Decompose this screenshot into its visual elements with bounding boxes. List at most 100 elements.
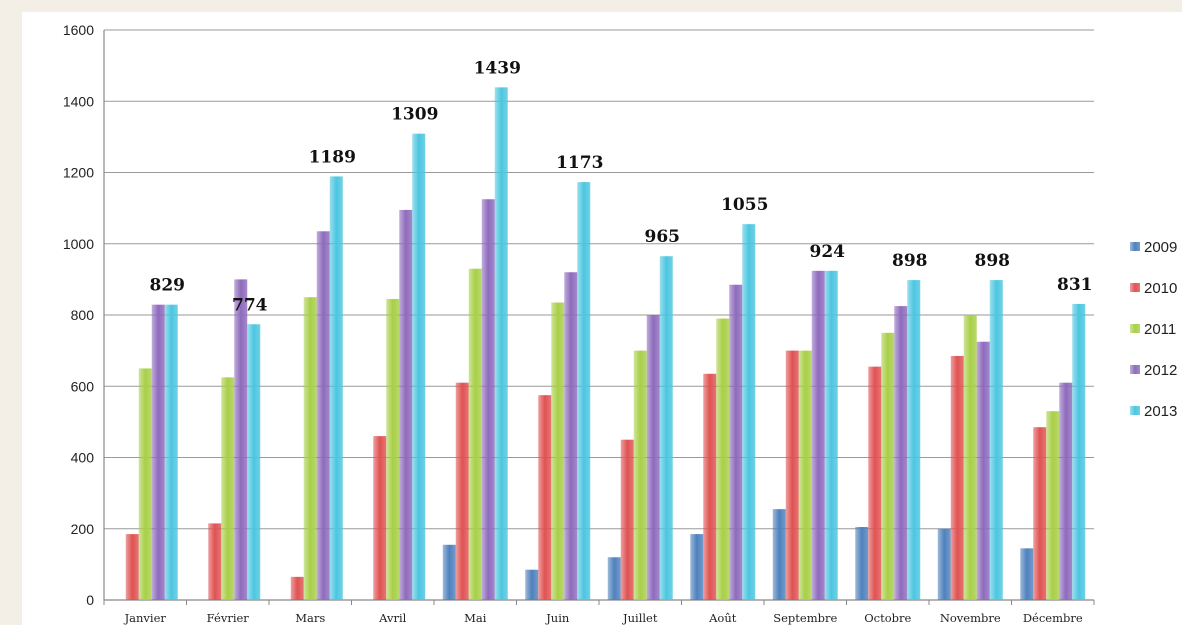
bar-2010-janvier <box>125 534 139 600</box>
bar-2012-juillet <box>646 315 660 600</box>
bar-2010-juin <box>538 395 552 600</box>
x-tick-label: Septembre <box>773 611 837 625</box>
data-label: 1173 <box>556 153 603 173</box>
data-label: 1189 <box>309 147 356 167</box>
bar-2012-octobre <box>894 306 908 600</box>
bar-2013-janvier <box>164 304 178 600</box>
bar-2013-octobre <box>907 280 921 600</box>
bar-2010-octobre <box>868 366 882 600</box>
x-tick-label: Janvier <box>124 611 167 625</box>
bar-2011-août <box>716 318 730 600</box>
chart-panel: 0 200 400 600 800 1000 1200 1400 1600 Janvier Févr… <box>22 12 1182 625</box>
x-tick-label: Mai <box>464 611 487 625</box>
bar-2010-septembre <box>785 350 799 600</box>
bar-2012-décembre <box>1059 382 1073 600</box>
y-tick-label: 200 <box>71 521 95 537</box>
bar-2012-août <box>729 284 743 600</box>
bar-2012-avril <box>399 209 413 600</box>
bar-2013-juillet <box>659 256 673 600</box>
bar-2009-novembre <box>937 528 951 600</box>
bar-2009-août <box>690 534 704 600</box>
bar-2012-juin <box>564 272 578 600</box>
data-label: 1055 <box>721 195 768 215</box>
legend-label-2010: 2010 <box>1144 280 1177 297</box>
bar-2009-juin <box>525 569 539 600</box>
bar-2010-mai <box>455 382 469 600</box>
bar-2012-novembre <box>976 341 990 600</box>
data-label: 898 <box>892 251 928 271</box>
x-tick-label: Mars <box>295 611 325 625</box>
bar-2013-novembre <box>989 280 1003 600</box>
bar-2013-avril <box>412 133 426 600</box>
y-tick-label: 1400 <box>63 93 94 109</box>
x-tick-label: Novembre <box>940 611 1001 625</box>
legend-swatch-2010 <box>1130 283 1140 292</box>
bar-2011-octobre <box>881 332 895 600</box>
y-tick-label: 800 <box>71 307 95 323</box>
legend-swatch-2013 <box>1130 406 1140 415</box>
bar-2010-mars <box>290 576 304 600</box>
bar-2010-novembre <box>950 355 964 600</box>
bar-2010-juillet <box>620 439 634 600</box>
bar-2011-janvier <box>138 368 152 600</box>
data-label: 924 <box>810 242 846 262</box>
legend-swatch-2009 <box>1130 242 1140 251</box>
x-tick-label: Août <box>708 611 737 625</box>
bar-2009-juillet <box>607 557 621 600</box>
bar-2013-mai <box>494 87 508 600</box>
bar-2012-mars <box>316 231 330 600</box>
x-tick-label: Octobre <box>864 611 911 625</box>
bar-2011-juillet <box>633 350 647 600</box>
x-tick-label: Février <box>207 611 250 625</box>
bar-2011-septembre <box>798 350 812 600</box>
data-label: 829 <box>150 276 186 296</box>
bar-2010-février <box>208 523 222 600</box>
x-tick-label: Décembre <box>1023 611 1083 625</box>
legend-label-2011: 2011 <box>1144 321 1176 338</box>
bar-2009-décembre <box>1020 548 1034 600</box>
y-tick-label: 1200 <box>63 165 94 181</box>
bar-2011-novembre <box>963 315 977 600</box>
y-tick-label: 600 <box>71 378 95 394</box>
bar-2013-août <box>742 224 756 600</box>
data-label: 774 <box>232 295 268 315</box>
legend-swatch-2012 <box>1130 365 1140 374</box>
legend-label-2013: 2013 <box>1144 403 1177 420</box>
bar-2009-mai <box>442 544 456 600</box>
legend-label-2012: 2012 <box>1144 362 1177 379</box>
bar-2011-février <box>221 377 235 600</box>
bar-2013-mars <box>329 176 343 600</box>
data-label: 898 <box>975 251 1011 271</box>
bar-2010-décembre <box>1033 427 1047 600</box>
bar-2012-février <box>234 279 248 600</box>
bar-2012-septembre <box>811 270 825 600</box>
bar-2011-juin <box>551 302 565 600</box>
legend-label-2009: 2009 <box>1144 239 1177 256</box>
bar-2009-septembre <box>772 509 786 600</box>
bar-2012-mai <box>481 199 495 600</box>
bar-2010-août <box>703 373 717 600</box>
data-label: 1439 <box>474 58 521 78</box>
data-label: 831 <box>1057 275 1093 295</box>
data-label: 965 <box>645 227 681 247</box>
bar-2011-mars <box>303 297 317 600</box>
bar-2009-octobre <box>855 526 869 600</box>
x-tick-label: Avril <box>378 611 407 625</box>
bar-2013-septembre <box>824 270 838 600</box>
data-label: 1309 <box>391 105 438 125</box>
bar-2010-avril <box>373 436 387 600</box>
bar-2011-avril <box>386 298 400 600</box>
y-tick-label: 1600 <box>63 22 94 38</box>
y-tick-label: 0 <box>86 592 94 608</box>
legend-swatch-2011 <box>1130 324 1140 333</box>
bar-2013-juin <box>577 182 591 600</box>
y-tick-label: 400 <box>71 450 95 466</box>
bar-chart: 0 200 400 600 800 1000 1200 1400 1600 Janvier Févr… <box>63 22 1178 625</box>
bar-2011-décembre <box>1046 411 1060 600</box>
y-tick-label: 1000 <box>63 236 94 252</box>
bar-2013-février <box>247 324 261 600</box>
x-tick-label: Juillet <box>622 611 658 625</box>
bar-2012-janvier <box>151 304 165 600</box>
bar-2011-mai <box>468 268 482 600</box>
bar-2013-décembre <box>1072 303 1086 600</box>
